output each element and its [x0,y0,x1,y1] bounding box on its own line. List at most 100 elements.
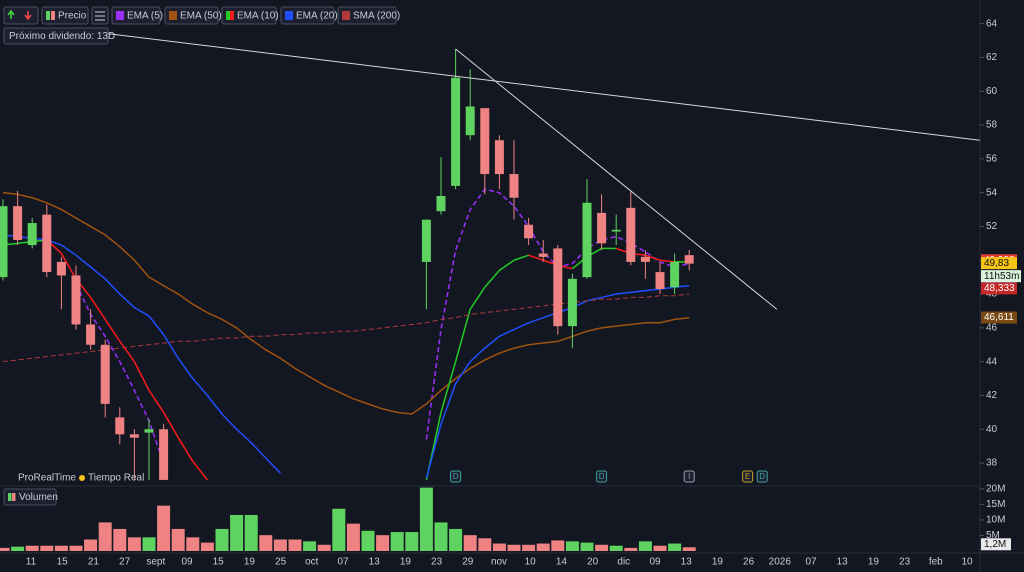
volume-bar [157,505,171,551]
volume-bar [580,542,594,551]
volume-bar [668,543,682,551]
volume-bar [638,541,652,551]
volume-bar [463,535,477,551]
indicator-segment [440,361,457,413]
volume-bar [244,514,258,551]
event-marker [450,470,462,483]
volume-bar [303,541,317,551]
event-marker [596,470,608,483]
legend-chip[interactable] [221,6,277,25]
candle-body [159,429,169,480]
volume-bar [419,487,433,551]
indicator-segment [177,437,194,462]
legend-chip[interactable] [164,6,219,25]
y-tick-label: 56 [986,153,998,164]
x-tick-label: 11 [26,557,37,568]
candle-body [494,140,504,175]
y-tick-label: 38 [986,458,998,469]
x-tick-label: 13 [681,557,693,568]
candle-body [115,417,125,435]
x-tick-label: 13 [369,557,381,568]
volume-bar [69,545,83,551]
direction-button[interactable] [3,6,39,25]
volume-tick-label: 5M [986,530,1000,541]
up-arrow-icon [7,9,15,19]
y-tick-label: 40 [986,424,998,435]
volume-pane [0,487,696,551]
dividend-box [3,27,109,45]
legend-chip[interactable] [280,6,335,25]
trendline [94,31,980,141]
countdown: 11h53m [984,271,1019,282]
y-tick-label: 42 [986,390,998,401]
volume-bar [230,514,244,551]
y-tick-label: 58 [986,120,998,131]
price-label: Precio [58,11,87,22]
legend-label: SMA (200) [353,11,400,22]
event-label: E [745,472,750,481]
volume-bar [332,508,346,551]
y-tick-label: 60 [986,86,998,97]
candle-body [436,196,446,212]
volume-bar [536,543,550,551]
legend-chip[interactable] [337,6,397,25]
x-tick-label: 14 [556,557,568,568]
indicator-segment [469,286,486,310]
y-tick-label: 46 [986,322,998,333]
candle-body [100,344,110,404]
feed-dot [79,475,85,481]
volume-bar [492,543,506,551]
volume-bar [682,547,696,551]
volume-bar [507,544,521,551]
candle-body [27,223,37,246]
candle-body [129,434,139,438]
x-tick-label: sept [146,557,165,568]
x-tick-label: 07 [805,557,817,568]
price-tag-label: 46,611 [984,312,1014,323]
volume-tick-label: 10M [986,515,1005,526]
x-tick-label: 25 [275,557,287,568]
y-tick-label: 54 [986,187,998,198]
volume-bar [390,532,404,551]
toolbar: Precio Próximo dividendo: 13D ProRealTim… [3,6,400,506]
volume-bar [288,539,302,551]
candle-body [626,207,636,262]
price-pane [0,31,980,481]
x-tick-label: 2026 [769,557,792,568]
x-tick-label: 20 [587,557,599,568]
volume-legend[interactable] [3,488,57,506]
legend-swatch [230,11,234,20]
x-tick-label: 29 [462,557,474,568]
legend-swatch [285,11,293,20]
volume-bar [0,547,10,551]
x-tick-label: 23 [431,557,443,568]
volume-bar [595,544,609,551]
price-tag [981,311,1017,324]
indicator-segment [104,318,121,342]
indicator-segment [528,254,544,261]
candle-body [451,77,461,186]
legend-swatch [342,11,350,20]
indicator-segment [484,269,500,288]
volume-bar [361,530,375,551]
x-tick-label: oct [305,557,319,568]
candle-body [670,261,680,288]
volume-bar [653,545,667,551]
indicator-segment [148,389,165,413]
indicator-line [2,293,690,363]
candle-body [509,174,519,198]
event-label: D [453,472,459,481]
candle-body [465,106,475,136]
brand: ProRealTime [18,473,76,484]
event-marker [683,470,695,483]
down-arrow-icon [24,11,32,21]
indicator-segment [454,309,471,362]
candle-body [42,214,52,273]
candle-body [86,324,96,345]
indicator-line [2,191,690,415]
volume-bar [25,545,39,551]
y-tick-label: 44 [986,356,998,367]
volume-bar [142,537,156,551]
event-marker [742,470,754,483]
volume-bar [565,541,579,551]
